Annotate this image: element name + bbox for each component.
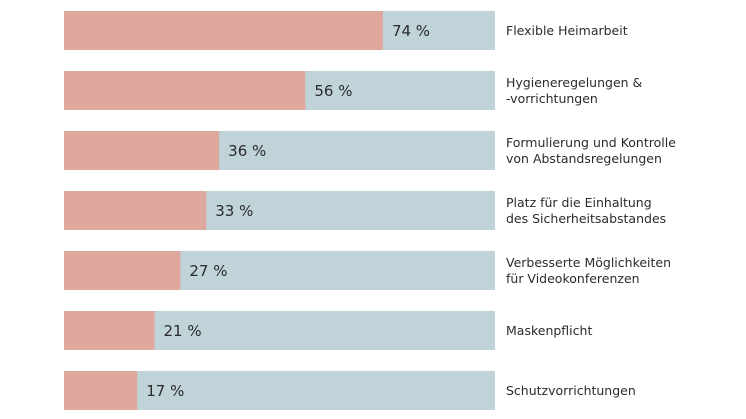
category-label-line: für Videokonferenzen <box>506 271 640 286</box>
category-label-line: Maskenpflicht <box>506 323 592 338</box>
category-label-line: Verbesserte Möglichkeiten <box>506 255 671 270</box>
value-label: 33 % <box>215 202 253 220</box>
category-label-line: -vorrichtungen <box>506 91 598 106</box>
category-label: Verbesserte Möglichkeiten für Videokonfer… <box>506 255 671 286</box>
value-label: 21 % <box>164 322 202 340</box>
bar-row: 17 % Schutzvorrichtungen <box>64 371 636 410</box>
category-label-line: von Abstandsregelungen <box>506 151 662 166</box>
bar-row: 36 % Formulierung und Kontrolle von Abstan… <box>64 131 676 170</box>
bar <box>64 251 181 290</box>
bar <box>64 371 138 410</box>
bar <box>64 11 383 50</box>
category-label-line: Formulierung und Kontrolle <box>506 135 676 150</box>
bar-row: 27 % Verbesserte Möglichkeiten für Videoko… <box>64 251 671 290</box>
category-label: Flexible Heimarbeit <box>506 23 628 38</box>
bar-row: 74 % Flexible Heimarbeit <box>64 11 628 50</box>
category-label: Schutzvorrichtungen <box>506 383 636 398</box>
bar <box>64 311 155 350</box>
category-label-line: Schutzvorrichtungen <box>506 383 636 398</box>
category-label: Hygieneregelungen & -vorrichtungen <box>506 75 643 106</box>
value-label: 17 % <box>146 382 184 400</box>
category-label: Platz für die Einhaltung des Sicherheitsa… <box>506 195 666 226</box>
category-label: Maskenpflicht <box>506 323 592 338</box>
category-label-line: Flexible Heimarbeit <box>506 23 628 38</box>
category-label: Formulierung und Kontrolle von Abstandsre… <box>506 135 676 166</box>
bar-row: 33 % Platz für die Einhaltung des Sicherhe… <box>64 191 666 230</box>
value-label: 56 % <box>314 82 352 100</box>
bar-row: 21 % Maskenpflicht <box>64 311 592 350</box>
value-label: 74 % <box>392 22 430 40</box>
bar <box>64 71 306 110</box>
value-label: 27 % <box>189 262 227 280</box>
bar <box>64 191 207 230</box>
category-label-line: Platz für die Einhaltung <box>506 195 652 210</box>
category-label-line: Hygieneregelungen & <box>506 75 643 90</box>
bar-row: 56 % Hygieneregelungen & -vorrichtungen <box>64 71 643 110</box>
category-label-line: des Sicherheitsabstandes <box>506 211 666 226</box>
value-label: 36 % <box>228 142 266 160</box>
bar <box>64 131 220 170</box>
